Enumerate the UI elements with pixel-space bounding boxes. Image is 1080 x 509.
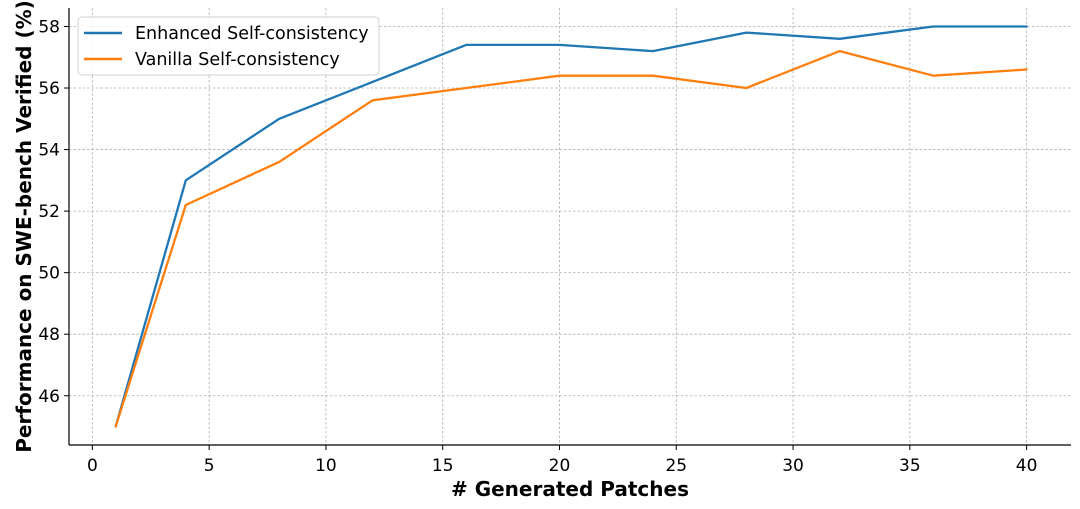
- x-tick-label: 35: [899, 456, 921, 476]
- y-tick-label: 46: [38, 387, 60, 407]
- series-lines: [114, 25, 1028, 428]
- x-tick-label: 25: [665, 456, 687, 476]
- x-tick-label: 10: [315, 456, 337, 476]
- y-tick-label: 48: [38, 325, 60, 345]
- y-tick-label: 56: [38, 79, 60, 99]
- y-tick-label: 52: [38, 202, 60, 222]
- legend-label: Vanilla Self-consistency: [135, 50, 340, 70]
- legend: Enhanced Self-consistency Vanilla Self-co…: [77, 16, 380, 76]
- legend-box: [77, 16, 380, 76]
- x-tick-label: 0: [87, 456, 98, 476]
- x-tick-label: 30: [782, 456, 804, 476]
- axes: [64, 8, 1071, 450]
- legend-label: Enhanced Self-consistency: [135, 24, 369, 44]
- x-tick-labels: 0 5 10 15 20 25 30 35 40: [87, 456, 1038, 476]
- series-line-2: [114, 49, 1028, 428]
- y-tick-labels: 46 48 50 52 54 56 58: [38, 17, 60, 406]
- x-tick-label: 40: [1016, 456, 1038, 476]
- x-tick-label: 20: [549, 456, 571, 476]
- y-tick-label: 50: [38, 264, 60, 284]
- grid: [69, 8, 1071, 445]
- y-tick-label: 54: [38, 141, 60, 161]
- y-tick-label: 58: [38, 17, 60, 37]
- x-axis-title: # Generated Patches: [451, 477, 689, 501]
- series-line-1: [114, 25, 1028, 428]
- x-tick-label: 15: [432, 456, 454, 476]
- y-axis-title: Performance on SWE-bench Verified (%): [12, 0, 36, 453]
- x-tick-label: 5: [204, 456, 215, 476]
